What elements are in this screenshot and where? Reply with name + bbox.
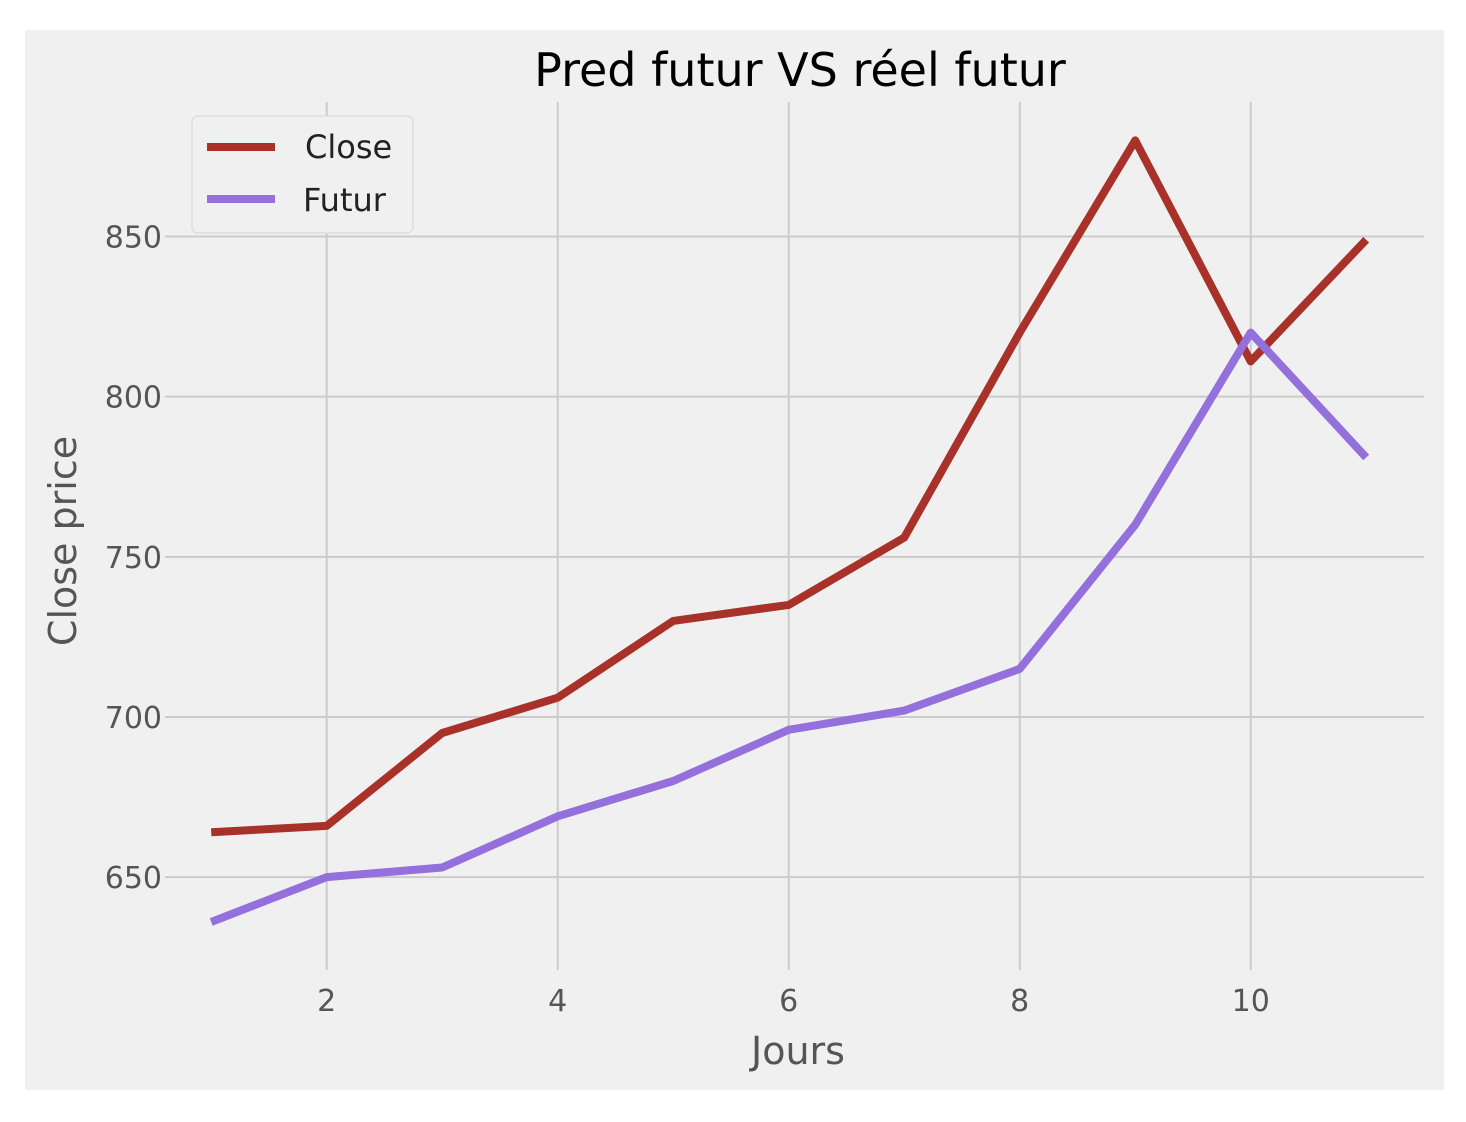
x-tick-label: 2 bbox=[317, 984, 336, 1019]
series-lines bbox=[209, 136, 1370, 926]
chart-title: Pred futur VS réel futur bbox=[534, 43, 1066, 97]
series-line-close bbox=[210, 136, 1370, 837]
y-tick-labels: 650 700 750 800 850 bbox=[105, 221, 162, 897]
y-tick-label: 850 bbox=[105, 221, 162, 256]
x-tick-label: 4 bbox=[548, 984, 567, 1019]
x-tick-label: 10 bbox=[1232, 984, 1270, 1019]
y-tick-label: 750 bbox=[105, 541, 162, 576]
x-tick-label: 8 bbox=[1010, 984, 1029, 1019]
y-tick-label: 800 bbox=[105, 381, 162, 416]
x-tick-label: 6 bbox=[779, 984, 798, 1019]
y-tick-label: 700 bbox=[105, 701, 162, 736]
legend-label-close: Close bbox=[305, 128, 392, 166]
legend: Close Futur bbox=[191, 115, 414, 234]
series-line-futur bbox=[209, 328, 1370, 926]
x-axis-label: Jours bbox=[749, 1029, 845, 1073]
x-tick-labels: 2 4 6 8 10 bbox=[317, 984, 1270, 1019]
y-axis-label: Close price bbox=[41, 436, 85, 646]
legend-label-futur: Futur bbox=[303, 181, 387, 219]
y-tick-label: 650 bbox=[105, 861, 162, 896]
